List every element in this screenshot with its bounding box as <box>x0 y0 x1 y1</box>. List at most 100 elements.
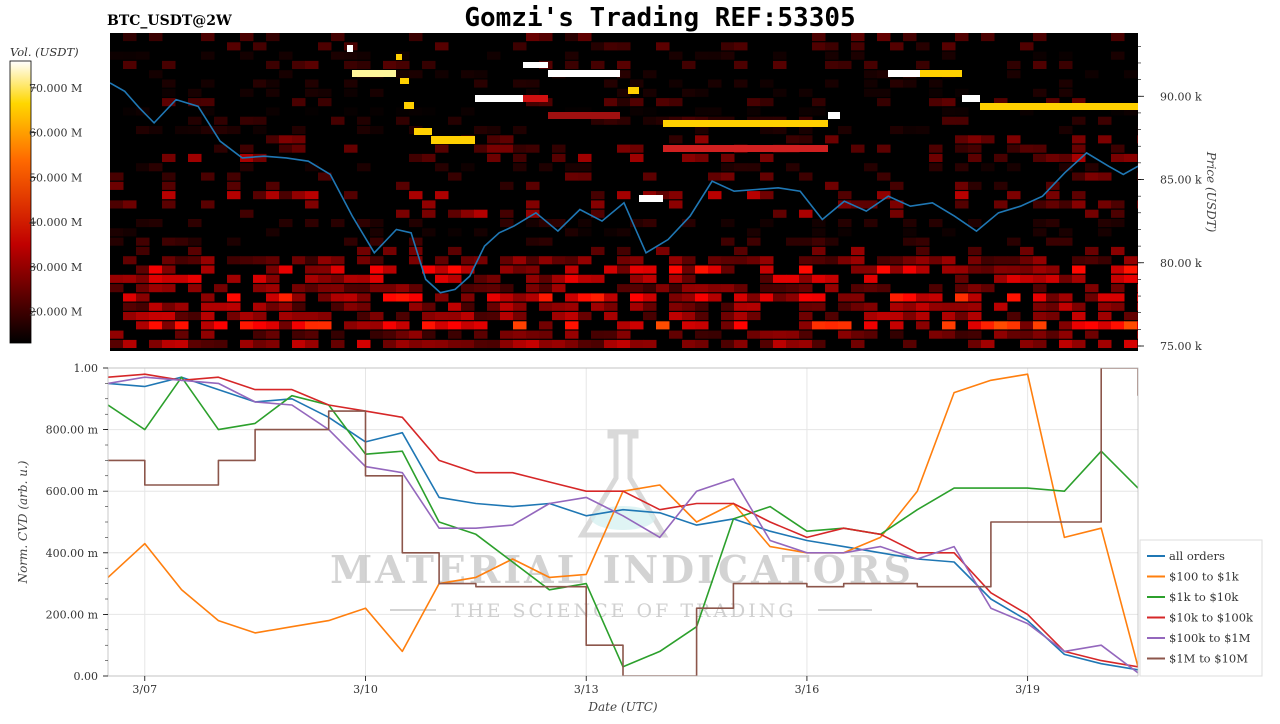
heatmap-cell <box>955 144 969 153</box>
colorbar <box>9 60 32 344</box>
heatmap-cell <box>474 284 488 293</box>
heatmap-cell <box>487 126 501 135</box>
heatmap-cell <box>1072 274 1086 283</box>
heatmap-cell <box>201 33 215 42</box>
heatmap-cell <box>825 79 839 88</box>
heatmap-cell <box>812 228 826 237</box>
heatmap-cell <box>370 237 384 246</box>
heatmap-cell <box>929 293 943 302</box>
heatmap-cell <box>162 98 176 107</box>
heatmap-cell <box>422 302 436 311</box>
heatmap-cell <box>201 51 215 60</box>
heatmap-cell <box>825 256 839 265</box>
heatmap-cell <box>526 219 540 228</box>
heatmap-cell <box>500 181 514 190</box>
heatmap-cell <box>279 135 293 144</box>
heatmap-cell <box>942 116 956 125</box>
heatmap-cell <box>1046 237 1060 246</box>
heatmap-cell <box>903 302 917 311</box>
heatmap-cell <box>253 274 267 283</box>
heatmap-cell <box>708 191 722 200</box>
heatmap-cell <box>1111 293 1125 302</box>
heatmap-cell <box>1033 228 1047 237</box>
heatmap-cell <box>552 256 566 265</box>
heatmap-cell <box>513 79 527 88</box>
heatmap-cell <box>396 116 410 125</box>
heatmap-cell <box>370 284 384 293</box>
heatmap-cell <box>682 339 696 348</box>
heatmap-cell <box>721 302 735 311</box>
heatmap-cell <box>175 302 189 311</box>
heatmap-cell <box>396 312 410 321</box>
heatmap-cell <box>1137 312 1138 321</box>
x-tick-label: 3/07 <box>132 683 157 696</box>
flask-icon <box>577 429 669 538</box>
heatmap-cell <box>448 172 462 181</box>
heatmap-cell <box>487 302 501 311</box>
heatmap-cell <box>812 246 826 255</box>
colorbar-tick-label: 20.000 M <box>29 306 82 319</box>
heatmap-cell <box>734 60 748 69</box>
heatmap-cell <box>331 274 345 283</box>
heatmap-cell <box>1111 246 1125 255</box>
heatmap-cell <box>812 237 826 246</box>
heatmap-cell <box>227 256 241 265</box>
heatmap-cell <box>825 42 839 51</box>
heatmap-cell <box>162 200 176 209</box>
heatmap-cell <box>851 33 865 42</box>
heatmap-cell <box>955 312 969 321</box>
heatmap-cell <box>851 42 865 51</box>
heatmap-cell <box>253 302 267 311</box>
heatmap-cell <box>474 144 488 153</box>
heatmap-cell <box>357 219 371 228</box>
heatmap-cell <box>630 274 644 283</box>
heatmap-cell <box>604 293 618 302</box>
heatmap-cell <box>864 79 878 88</box>
heatmap-cell <box>786 330 800 339</box>
heatmap-cell <box>669 200 683 209</box>
heatmap-cell <box>305 284 319 293</box>
heatmap-cell <box>630 153 644 162</box>
heatmap-cell <box>799 126 813 135</box>
heatmap-cell <box>1007 163 1021 172</box>
heatmap-cell <box>175 330 189 339</box>
heatmap-cell <box>409 153 423 162</box>
heatmap-cell <box>968 246 982 255</box>
heatmap-cell <box>929 88 943 97</box>
heatmap-cell <box>1124 321 1138 330</box>
heatmap-cell <box>1059 274 1073 283</box>
heatmap-cell <box>565 107 579 116</box>
heatmap-cell <box>149 274 163 283</box>
heatmap-cell <box>838 191 852 200</box>
heatmap-cell <box>825 274 839 283</box>
heatmap-cell <box>201 321 215 330</box>
heatmap-cell <box>253 256 267 265</box>
heatmap-cell <box>357 293 371 302</box>
heatmap-cell <box>110 228 124 237</box>
heatmap-cell <box>578 293 592 302</box>
heatmap-cell <box>877 265 891 274</box>
heatmap-cell <box>890 256 904 265</box>
heatmap-cell <box>682 265 696 274</box>
heatmap-cell <box>461 302 475 311</box>
heatmap-cell <box>357 51 371 60</box>
heatmap-cell <box>760 330 774 339</box>
heatmap-cell <box>201 339 215 348</box>
heatmap-cell <box>1033 339 1047 348</box>
heatmap-cell <box>149 321 163 330</box>
heatmap-cell <box>448 116 462 125</box>
heatmap-cell <box>123 256 137 265</box>
heatmap-cell <box>318 293 332 302</box>
heatmap-cell <box>565 33 579 42</box>
heatmap-cell <box>1007 237 1021 246</box>
heatmap-cell <box>513 163 527 172</box>
heatmap-cell <box>539 163 553 172</box>
heatmap-cell <box>1020 274 1034 283</box>
heatmap-cell <box>292 339 306 348</box>
legend-entry: $1k to $10k <box>1169 590 1239 604</box>
heatmap-cell <box>162 312 176 321</box>
heatmap-cell <box>929 144 943 153</box>
heatmap-cell <box>422 312 436 321</box>
y-tick-label: 800.00 m <box>46 424 99 437</box>
price-axis: 90.00 k 85.00 k 80.00 k 75.00 k <box>1138 46 1202 353</box>
